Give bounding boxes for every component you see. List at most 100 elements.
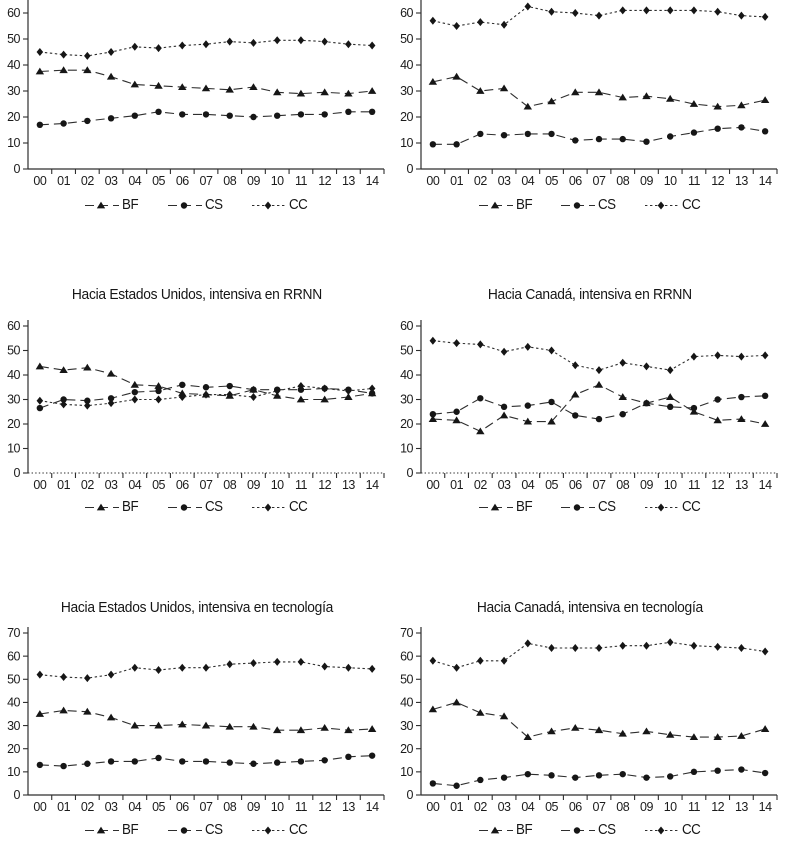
diamond-marker bbox=[321, 37, 328, 46]
chart-canvas: 0 10 20 30 40 50 60 00 01 02 03 04 05 06 07 08 09 10 11 12 1… bbox=[393, 0, 787, 192]
circle-marker bbox=[345, 108, 352, 116]
triangle-marker bbox=[571, 723, 580, 731]
triangle-marker bbox=[618, 393, 627, 400]
diamond-marker bbox=[36, 396, 44, 405]
diamond-marker bbox=[643, 641, 650, 650]
legend-item-cs: CS bbox=[167, 197, 224, 213]
triangle-marker bbox=[35, 67, 45, 75]
x-tick-label: 06 bbox=[569, 800, 582, 814]
triangle-marker bbox=[201, 84, 211, 92]
y-tick-label: 60 bbox=[400, 649, 413, 663]
diamond-marker bbox=[202, 663, 210, 672]
circle-marker bbox=[179, 381, 186, 388]
circle-marker bbox=[368, 108, 376, 116]
diamond-marker bbox=[368, 41, 376, 50]
diamond-marker bbox=[297, 657, 305, 666]
diamond-marker bbox=[477, 18, 484, 27]
y-tick-label: 10 bbox=[400, 136, 413, 150]
legend-label: CC bbox=[288, 197, 308, 213]
legend-label: CC bbox=[682, 499, 701, 515]
diamond-marker bbox=[571, 9, 579, 17]
triangle-marker bbox=[296, 89, 306, 97]
x-tick-label: 12 bbox=[318, 174, 331, 188]
diamond-marker bbox=[714, 642, 721, 651]
x-tick-label: 12 bbox=[711, 174, 724, 188]
diamond-legend-swatch bbox=[645, 826, 680, 835]
triangle-marker bbox=[594, 726, 604, 734]
circle-marker bbox=[345, 753, 352, 761]
triangle-marker bbox=[249, 722, 258, 730]
series-cs bbox=[36, 108, 376, 128]
x-tick-label: 05 bbox=[152, 478, 165, 492]
diamond-marker bbox=[226, 37, 234, 46]
triangle-marker bbox=[344, 89, 353, 97]
circle-marker bbox=[131, 388, 138, 396]
x-tick-label: 09 bbox=[247, 174, 260, 188]
y-tick-label: 30 bbox=[7, 84, 20, 98]
x-tick-label: 12 bbox=[711, 800, 724, 814]
y-tick-label: 20 bbox=[400, 742, 413, 756]
x-tick-label: 07 bbox=[593, 478, 606, 492]
triangle-marker bbox=[59, 66, 68, 74]
y-tick-label: 20 bbox=[7, 742, 20, 756]
triangle-marker bbox=[476, 87, 485, 94]
diamond-marker bbox=[738, 644, 745, 653]
circle-marker bbox=[180, 504, 187, 511]
circle-marker bbox=[714, 767, 721, 774]
circle-legend-swatch bbox=[561, 202, 596, 209]
series-line bbox=[432, 5, 766, 27]
diamond-marker bbox=[690, 6, 698, 15]
chart-canada-rrnn: Hacia Canadá, intensiva en RRNN 0 10 20 30 4… bbox=[393, 240, 787, 575]
x-tick-label: 14 bbox=[759, 478, 772, 492]
triangle-marker bbox=[96, 201, 106, 209]
legend-label: CC bbox=[682, 197, 701, 213]
y-tick-label: 0 bbox=[407, 162, 414, 176]
circle-marker bbox=[643, 138, 650, 145]
diamond-marker bbox=[345, 40, 352, 49]
diamond-marker bbox=[453, 22, 460, 30]
circle-marker bbox=[500, 774, 508, 781]
diamond-marker bbox=[107, 48, 115, 56]
y-tick-label: 50 bbox=[7, 32, 20, 46]
diamond-marker bbox=[548, 7, 555, 16]
triangle-marker bbox=[490, 826, 499, 834]
diamond-legend-swatch bbox=[251, 503, 286, 512]
circle-marker bbox=[155, 387, 162, 395]
legend-label: CS bbox=[598, 197, 616, 213]
x-tick-label: 08 bbox=[223, 174, 236, 188]
y-tick-label: 20 bbox=[7, 417, 20, 431]
diamond-marker bbox=[595, 644, 603, 653]
chart-legend: BF CS CC bbox=[393, 499, 787, 515]
y-tick-label: 0 bbox=[14, 162, 21, 176]
diamond-marker bbox=[345, 386, 352, 395]
y-tick-label: 20 bbox=[7, 110, 20, 124]
diamond-marker bbox=[226, 390, 234, 399]
triangle-marker bbox=[523, 733, 532, 741]
circle-marker bbox=[274, 112, 281, 119]
x-tick-label: 11 bbox=[295, 174, 308, 188]
series-line bbox=[432, 768, 766, 787]
chart-canvas: 0 10 20 30 40 50 60 70 00 01 02 03 04 05 06 07 08 09 10 11 1… bbox=[0, 625, 393, 817]
circle-marker bbox=[574, 827, 581, 834]
triangle-marker bbox=[594, 380, 604, 388]
triangle-marker bbox=[273, 88, 282, 96]
triangle-marker bbox=[476, 708, 485, 716]
diamond-marker bbox=[658, 826, 665, 835]
circle-marker bbox=[429, 780, 437, 787]
x-tick-label: 06 bbox=[569, 174, 582, 188]
y-tick-label: 40 bbox=[7, 58, 20, 72]
diamond-marker bbox=[571, 644, 579, 653]
y-tick-label: 30 bbox=[400, 393, 413, 407]
triangle-legend-swatch bbox=[478, 503, 513, 511]
y-tick-label: 30 bbox=[7, 393, 20, 407]
circle-legend-swatch bbox=[167, 504, 202, 511]
series-bf bbox=[35, 706, 377, 734]
legend-item-cc: CC bbox=[644, 499, 702, 515]
diamond-marker bbox=[500, 347, 508, 356]
chart-usa-tecnologia: Hacia Estados Unidos, intensiva en tecno… bbox=[0, 575, 393, 862]
triangle-marker bbox=[249, 83, 258, 90]
circle-marker bbox=[524, 770, 531, 778]
y-tick-label: 0 bbox=[14, 466, 21, 480]
triangle-marker bbox=[737, 415, 746, 422]
circle-marker bbox=[36, 404, 44, 412]
